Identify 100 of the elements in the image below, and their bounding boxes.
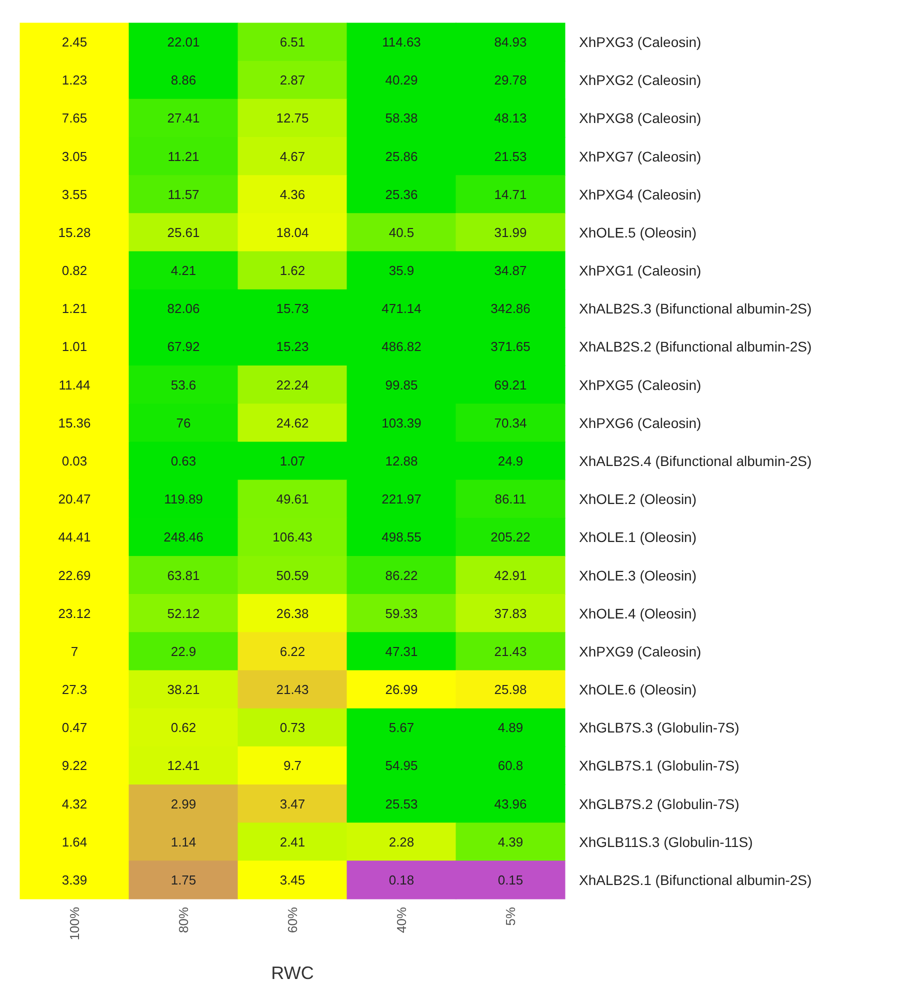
data-label: 471.14 (382, 301, 422, 316)
y-tick-label: XhPXG2 (Caleosin) (579, 72, 702, 88)
y-tick-label: XhALB2S.3 (Bifunctional albumin-2S) (579, 300, 812, 317)
data-label: 22.01 (167, 34, 200, 50)
data-label: 3.39 (62, 872, 88, 888)
data-label: 2.41 (280, 834, 306, 850)
data-label: 49.61 (276, 492, 309, 507)
data-label: 3.05 (62, 148, 88, 164)
data-label: 22.9 (170, 644, 196, 659)
data-label: 53.6 (170, 377, 196, 392)
data-label: 106.43 (272, 530, 312, 545)
data-label: 486.82 (382, 339, 422, 354)
data-label: 4.39 (498, 834, 524, 850)
data-label: 0.73 (280, 720, 306, 736)
data-label: 11.21 (168, 148, 200, 164)
data-label: 42.91 (494, 568, 527, 583)
data-label: 4.89 (498, 720, 524, 736)
y-tick-label: XhOLE.2 (Oleosin) (579, 491, 696, 508)
data-label: 371.65 (490, 339, 530, 354)
data-label: 0.18 (388, 872, 414, 888)
data-label: 47.31 (385, 644, 418, 659)
data-label: 25.86 (385, 148, 418, 164)
x-tick-label: 60% (285, 906, 300, 934)
data-label: 498.55 (382, 530, 422, 545)
data-label: 76 (176, 415, 191, 430)
data-label: 59.33 (385, 606, 418, 621)
data-label: 4.21 (170, 263, 196, 278)
data-label: 2.87 (280, 72, 306, 88)
data-label: 12.41 (167, 758, 200, 774)
data-label: 21.43 (494, 644, 527, 659)
data-label: 23.12 (58, 606, 91, 621)
data-label: 7 (70, 644, 78, 659)
y-tick-label: XhALB2S.2 (Bifunctional albumin-2S) (579, 338, 812, 355)
data-label: 205.22 (490, 530, 530, 545)
data-label: 6.51 (280, 34, 306, 50)
y-tick-label: XhOLE.1 (Oleosin) (579, 529, 696, 546)
data-label: 11.57 (168, 186, 200, 202)
y-tick-label: XhPXG1 (Caleosin) (579, 262, 702, 279)
data-label: 99.85 (385, 377, 418, 392)
data-label: 9.22 (62, 758, 88, 774)
data-label: 248.46 (164, 530, 204, 545)
y-tick-label: XhOLE.3 (Oleosin) (579, 567, 696, 584)
data-label: 11.44 (58, 377, 90, 392)
data-label: 26.38 (276, 606, 309, 621)
data-label: 21.43 (276, 682, 309, 698)
data-label: 35.9 (388, 263, 414, 278)
data-label: 4.67 (280, 148, 306, 164)
data-label: 6.22 (280, 644, 306, 659)
data-label: 40.29 (385, 72, 418, 88)
y-tick-label: XhPXG3 (Caleosin) (579, 34, 702, 50)
y-tick-label: XhGLB11S.3 (Globulin-11S) (579, 834, 753, 850)
data-label: 48.13 (494, 110, 527, 126)
data-label: 70.34 (494, 415, 527, 430)
data-label: 34.87 (494, 263, 527, 278)
data-label: 12.88 (385, 454, 418, 468)
data-label: 25.98 (494, 682, 527, 698)
y-tick-label: XhOLE.4 (Oleosin) (579, 605, 696, 622)
data-label: 29.78 (494, 72, 527, 88)
y-tick-label: XhPXG7 (Caleosin) (579, 148, 702, 164)
data-label: 22.24 (276, 377, 309, 392)
data-label: 3.47 (280, 796, 306, 812)
data-label: 4.36 (280, 186, 306, 202)
data-label: 114.63 (382, 34, 421, 50)
data-label: 1.64 (62, 834, 88, 850)
data-label: 14.71 (494, 186, 527, 202)
data-label: 3.45 (280, 872, 306, 888)
data-label: 119.89 (164, 492, 203, 507)
data-label: 52.12 (167, 606, 200, 621)
data-label: 18.04 (276, 224, 309, 240)
y-tick-label: XhPXG8 (Caleosin) (579, 110, 702, 126)
data-label: 40.5 (388, 224, 414, 240)
y-tick-label: XhPXG6 (Caleosin) (579, 414, 702, 431)
data-label: 0.03 (62, 454, 88, 468)
data-label: 38.21 (167, 682, 200, 698)
x-tick-label: 5% (503, 906, 518, 926)
data-label: 15.23 (276, 339, 309, 354)
data-label: 22.69 (58, 568, 91, 583)
y-tick-label: XhGLB7S.2 (Globulin-7S) (579, 796, 740, 812)
x-tick-label: 100% (67, 906, 82, 940)
data-label: 7.65 (62, 110, 88, 126)
data-label: 0.63 (170, 454, 196, 468)
data-label: 27.3 (62, 682, 88, 698)
data-label: 0.82 (62, 263, 88, 278)
data-label: 58.38 (385, 110, 418, 126)
data-label: 1.07 (280, 454, 306, 468)
data-label: 86.11 (494, 492, 526, 507)
data-label: 84.93 (494, 34, 527, 50)
data-label: 20.47 (58, 492, 91, 507)
data-label: 44.41 (58, 530, 91, 545)
data-label: 2.28 (388, 834, 414, 850)
data-label: 69.21 (494, 377, 527, 392)
data-label: 27.41 (167, 110, 200, 126)
data-label: 31.99 (494, 224, 527, 240)
data-label: 25.53 (385, 796, 418, 812)
data-label: 67.92 (167, 339, 200, 354)
y-tick-label: XhPXG4 (Caleosin) (579, 186, 702, 202)
y-tick-label: XhALB2S.1 (Bifunctional albumin-2S) (579, 872, 812, 888)
data-label: 2.99 (170, 796, 196, 812)
data-label: 43.96 (494, 796, 527, 812)
y-tick-label: XhGLB7S.1 (Globulin-7S) (579, 758, 740, 774)
